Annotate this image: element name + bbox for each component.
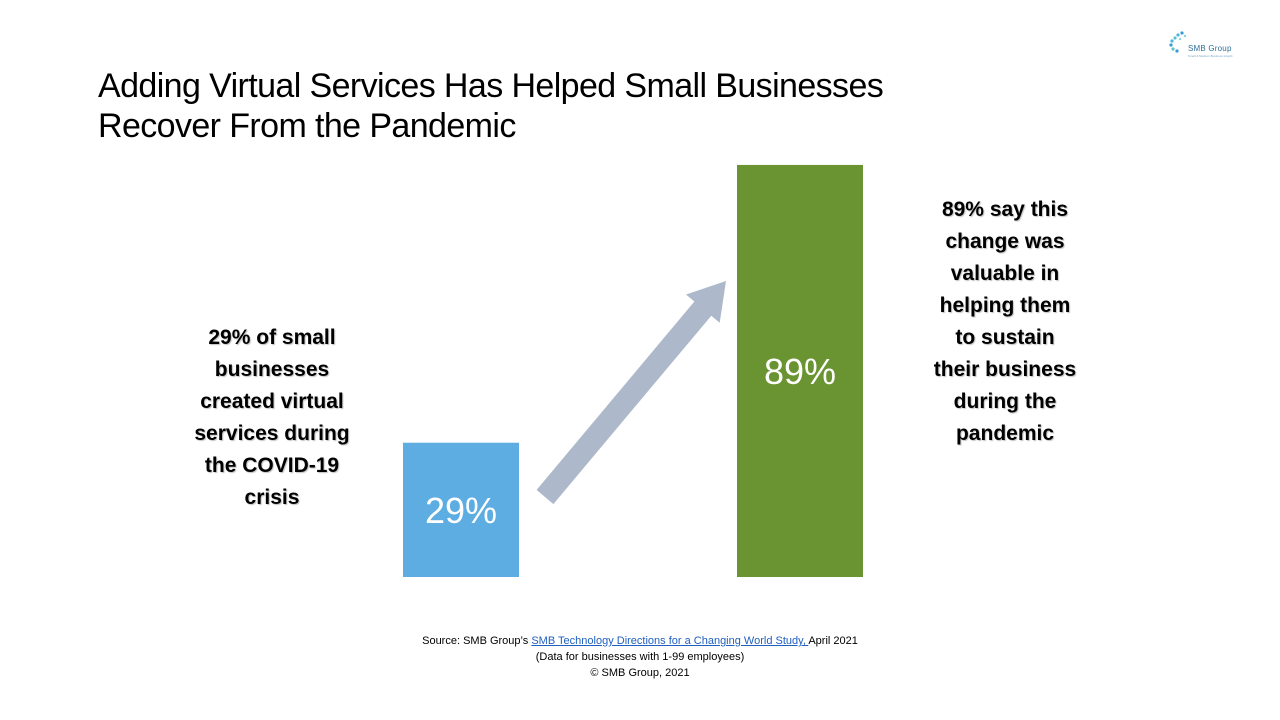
growth-arrow-icon <box>536 281 726 505</box>
study-link[interactable]: SMB Technology Directions for a Changing… <box>531 635 809 647</box>
bar-2-label: 89% <box>764 351 836 392</box>
left-description: 29% of small businesses created virtual … <box>194 326 350 509</box>
smb-group-logo: SMB Group Small & Medium Business Insigh… <box>1168 30 1240 64</box>
logo-tagline: Small & Medium Business Insight <box>1188 54 1233 58</box>
source-prefix: Source: SMB Group’s <box>422 635 532 647</box>
slide-title-line-2: Recover From the Pandemic <box>98 107 516 145</box>
copyright: © SMB Group, 2021 <box>590 667 690 679</box>
bar-2 <box>737 164 863 577</box>
bar-1-label: 29% <box>425 490 497 531</box>
source-line-2: (Data for businesses with 1-99 employees… <box>535 651 745 663</box>
slide-title-line-1: Adding Virtual Services Has Helped Small… <box>98 67 884 105</box>
logo-dots-icon <box>1169 31 1187 53</box>
logo-name: SMB Group <box>1188 44 1232 53</box>
bar-1 <box>403 442 519 577</box>
source-note: Source: SMB Group’s SMB Technology Direc… <box>340 633 940 681</box>
source-suffix: April 2021 <box>808 635 858 647</box>
right-description: 89% say this change was valuable in help… <box>933 198 1077 445</box>
source-line-1: Source: SMB Group’s SMB Technology Direc… <box>340 633 940 649</box>
slide-title: Adding Virtual Services Has Helped Small… <box>98 66 884 146</box>
